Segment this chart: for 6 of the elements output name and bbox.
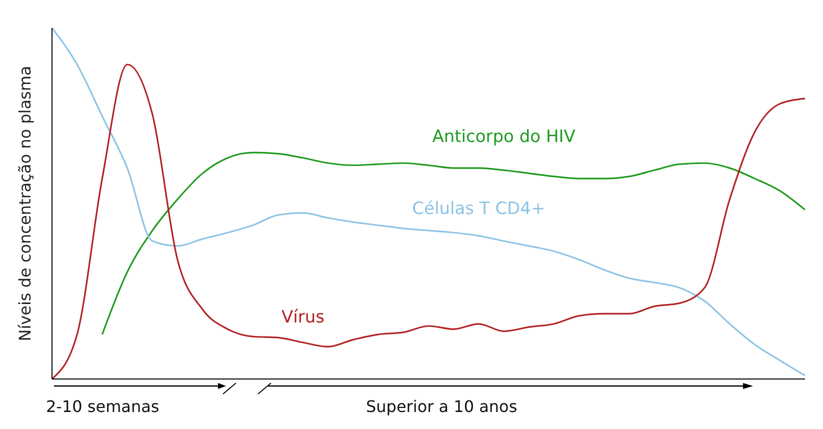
series-label: Anticorpo do HIV bbox=[432, 127, 576, 148]
text: 2-10 semanas bbox=[46, 397, 160, 416]
y-axis-title: Níveis de concentração no plasma bbox=[16, 66, 35, 342]
text: Superior a 10 anos bbox=[366, 397, 518, 416]
series-label: Vírus bbox=[282, 307, 325, 328]
series-label: Células T CD4+ bbox=[412, 198, 546, 219]
